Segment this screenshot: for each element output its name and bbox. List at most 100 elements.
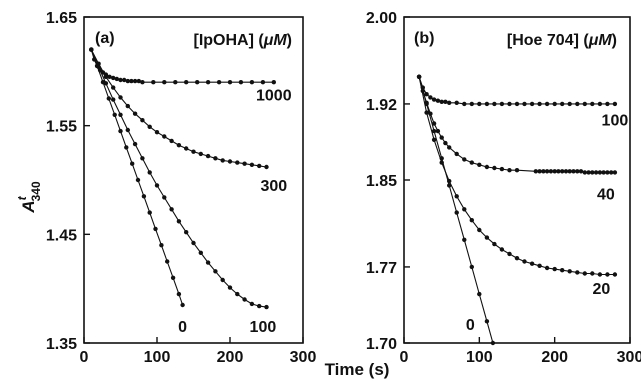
panel-b-series-40-point [612,170,618,175]
panel-b-series-100-point [582,101,587,107]
panel-b-series-20-point [431,137,437,142]
panel-b-series-20-point [507,251,512,257]
panel-a-series-1000-point [238,80,244,85]
panel-b-series-100-point [522,101,527,107]
panel-b-series-40-point [605,170,610,175]
panel-b-legend-title-main: [Hoe 704] ( [507,32,589,49]
panel-a-series-100-line [90,49,267,308]
panel-b-series-100-line [418,76,615,105]
panel-b-series-40-point [439,135,444,140]
panel-a-x-tick-label: 100 [144,349,171,366]
panel-a-series-100-point [184,230,189,235]
panel-a-series-0-point [147,210,152,215]
panel-a-series-100-point [191,240,196,246]
panel-b-series-40-point [571,169,576,174]
panel-b-series-label: 100 [602,113,629,130]
panel-b-series-20-point [560,268,565,273]
panel-a-series-100-point [111,97,116,102]
panel-a-series-0-point [165,259,170,264]
panel-b-series-40-point [563,169,569,174]
panel-b-series-20-point [597,272,603,277]
panel-b-series-40-point [560,169,565,174]
panel-a-series-300-point [198,151,203,157]
panel-b-series-label: 20 [593,281,611,298]
panel-b-series-100-point [560,101,565,107]
panel-a-series-300-point [125,103,130,109]
panel-b-y-tick-label: 1.77 [366,260,397,277]
panel-b-series-20-line [418,76,615,276]
panel-b-series-20-point [590,271,595,276]
panel-a-series-1000-point [107,74,112,80]
panel-a-series-1000-point [92,57,97,62]
panel-b-series-label: 0 [466,317,475,334]
panel-b-legend-title-close: ) [612,32,617,49]
panel-b-series-20-point [567,269,572,274]
panel-b-series-20-point [484,235,490,240]
panel-a-series-300-point [227,159,233,164]
panel-a-series-1000-point [216,80,222,85]
panel-b-series-20-point [552,266,557,272]
panel-b-series-20-point [514,256,520,261]
y-axis-title: At340 [15,181,43,214]
panel-b-series-100-point [552,101,557,107]
panel-a-series-100-point [154,183,160,188]
panel-b-series-100-point [435,98,441,103]
panel-b-series-100-point [477,101,482,107]
panel-b-legend-title-unit: μM [588,32,613,49]
panel-a-series-0-point [100,80,106,85]
panel-a-series-0-point [135,177,141,183]
panel-b-series-40-point [582,170,587,175]
panel-b-y-tick-label: 1.85 [366,173,397,190]
panel-a-label: (a) [95,30,115,47]
panel-b-series-40-point [507,168,512,173]
panel-b-series-20-point [612,272,618,277]
panel-a-series-300-point [205,153,211,159]
panel-b-series-20-point [462,207,467,212]
panel-b-series-100-point [439,99,444,105]
panel-a-series-1000-point [227,80,233,85]
panel-a-series-100-point [220,277,225,283]
panel-a-series-300-point [118,95,123,100]
panel-b-series-100-point [590,101,595,107]
panel-a-series-1000-point [271,80,276,85]
panel-b-series-100-point [514,101,520,107]
panel-b-series-40-point [492,165,497,171]
panel-b-series-100-point [484,101,490,107]
panel-a-series-100-point [235,291,240,297]
panel-b-series-100-point [499,101,505,107]
panel-a-legend-title: [IpOHA] (μM) [193,32,292,49]
panel-a-series-300-point [169,138,174,144]
panel-b-x-tick-label: 100 [466,349,493,366]
panel-b-series-40-point [597,170,603,175]
panel-b-series-20-point [522,259,527,264]
panel-b-series-20-point [537,263,542,268]
panel-b-series-40-line [418,76,615,173]
panel-b-series-100-point [431,97,437,102]
panel-a-series-300-point [132,111,138,116]
panel-a-series-100-point [205,260,211,265]
panel-a-series-1000-point [129,78,134,84]
panel-a-x-tick-label: 0 [80,349,89,366]
panel-a-series-100-point [242,297,247,302]
panel-a-y-tick-label: 1.45 [46,227,77,244]
y-axis-title-sub: 340 [29,181,43,201]
panel-a-series-1000-point [195,80,200,85]
panel-a-series-300-point [213,156,218,161]
panel-a-series-100-point [147,170,152,175]
panel-a-series-100-point [257,303,262,309]
panel-b-x-tick-label: 0 [400,349,409,366]
panel-b-series-100-point [469,101,474,107]
panel-a-series-300-point [154,130,160,135]
panel-b-series-100-point [612,101,618,107]
panel-a-series-label: 1000 [256,88,292,105]
panel-a-x-tick-label: 300 [290,349,317,366]
panel-a-y-tick-label: 1.55 [46,119,77,136]
panel-a-series-100-point [213,269,218,274]
panel-b-y-tick-label: 1.92 [366,97,397,114]
panel-b-series-20-point [529,261,535,266]
panel-b-series-0-point [431,128,437,134]
panel-a-series-1000-line [90,49,274,83]
